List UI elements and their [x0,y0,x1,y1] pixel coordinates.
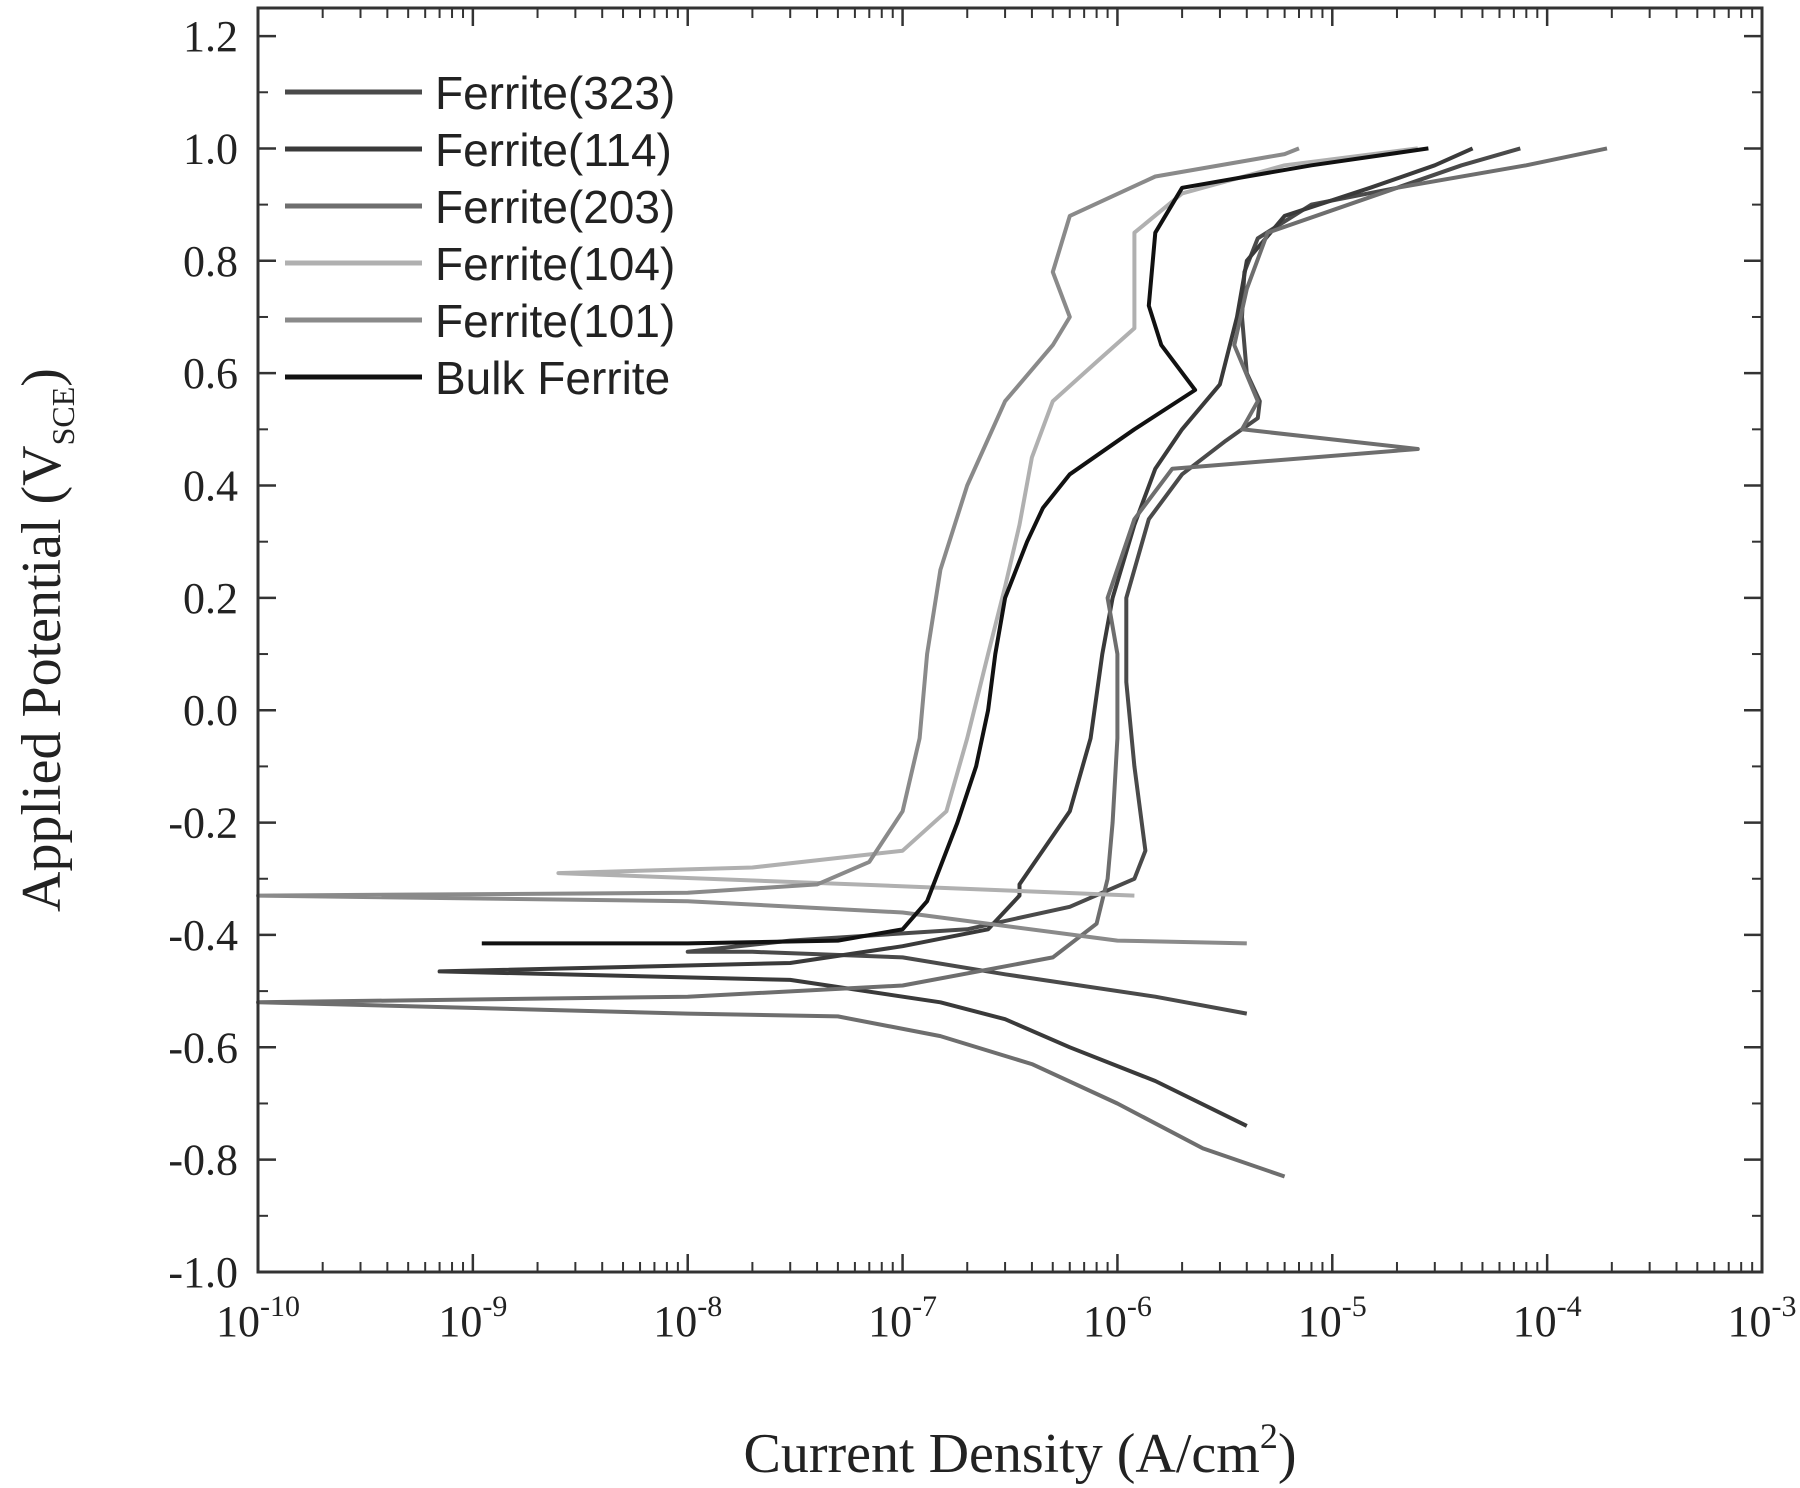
series-line-3 [256,146,1608,1179]
series-line-2 [437,146,1474,1128]
y-tick-label: -0.2 [168,799,238,848]
y-axis-title-sub: SCE [45,387,81,446]
x-axis-title-main: Current Density (A/cm [744,1423,1260,1485]
x-tick-label: 10-6 [1083,1290,1152,1346]
y-tick-label: 0.8 [183,237,238,286]
x-tick-exponent: -3 [1772,1290,1797,1323]
x-tick-exponent: -7 [912,1290,937,1323]
legend-label: Ferrite(323) [435,67,675,119]
series-line-6 [481,146,1429,946]
y-tick-label: -1.0 [168,1248,238,1297]
x-tick-base: 10 [216,1297,260,1346]
y-axis-title: Applied Potential (VSCE) [11,368,81,912]
x-tick-base: 10 [868,1297,912,1346]
y-tick-label: -0.4 [168,911,238,960]
x-tick-exponent: -8 [697,1290,722,1323]
x-tick-label: 10-8 [653,1290,722,1346]
x-tick-exponent: -5 [1342,1290,1367,1323]
legend-label: Ferrite(101) [435,295,675,347]
x-axis-title-sup: 2 [1260,1416,1278,1456]
y-axis-title-end: ) [11,368,73,387]
x-tick-exponent: -10 [260,1290,300,1323]
legend-label: Ferrite(203) [435,181,675,233]
y-tick-label: -0.6 [168,1023,238,1072]
y-axis-title-main: Applied Potential (V [11,445,73,912]
x-tick-label: 10-9 [438,1290,507,1346]
x-tick-base: 10 [1298,1297,1342,1346]
y-tick-label: 0.2 [183,574,238,623]
series-layer [256,146,1608,1179]
x-tick-exponent: -6 [1127,1290,1152,1323]
legend-label: Ferrite(104) [435,238,675,290]
x-axis-title-end: ) [1278,1423,1297,1485]
series-line-5 [256,146,1300,946]
x-tick-label: 10-5 [1298,1290,1367,1346]
plot-frame [256,6,1764,1274]
x-tick-base: 10 [1513,1297,1557,1346]
axis-layer: 10-10 10-9 10-8 10-7 10-6 10-5 10-4 10-31.21.00… [168,8,1797,1346]
x-tick-label: 10-4 [1513,1290,1582,1346]
y-tick-label: -0.8 [168,1136,238,1185]
y-tick-label: 0.0 [183,686,238,735]
legend-label: Bulk Ferrite [435,352,670,404]
legend-label: Ferrite(114) [435,124,672,176]
y-tick-label: 1.0 [183,124,238,173]
legend: Ferrite(323)Ferrite(114)Ferrite(203)Ferr… [285,67,675,404]
y-tick-label: 1.2 [183,12,238,61]
y-tick-label: 0.4 [183,462,238,511]
x-tick-base: 10 [1083,1297,1127,1346]
x-tick-label: 10-7 [868,1290,937,1346]
x-tick-label: 10-3 [1728,1290,1797,1346]
x-tick-base: 10 [438,1297,482,1346]
x-axis-title: Current Density (A/cm2) [744,1416,1297,1485]
x-tick-exponent: -4 [1557,1290,1582,1323]
x-tick-base: 10 [653,1297,697,1346]
x-tick-base: 10 [1728,1297,1772,1346]
series-line-4 [556,146,1419,898]
x-tick-label: 10-10 [216,1290,300,1346]
y-tick-label: 0.6 [183,349,238,398]
x-tick-exponent: -9 [482,1290,507,1323]
